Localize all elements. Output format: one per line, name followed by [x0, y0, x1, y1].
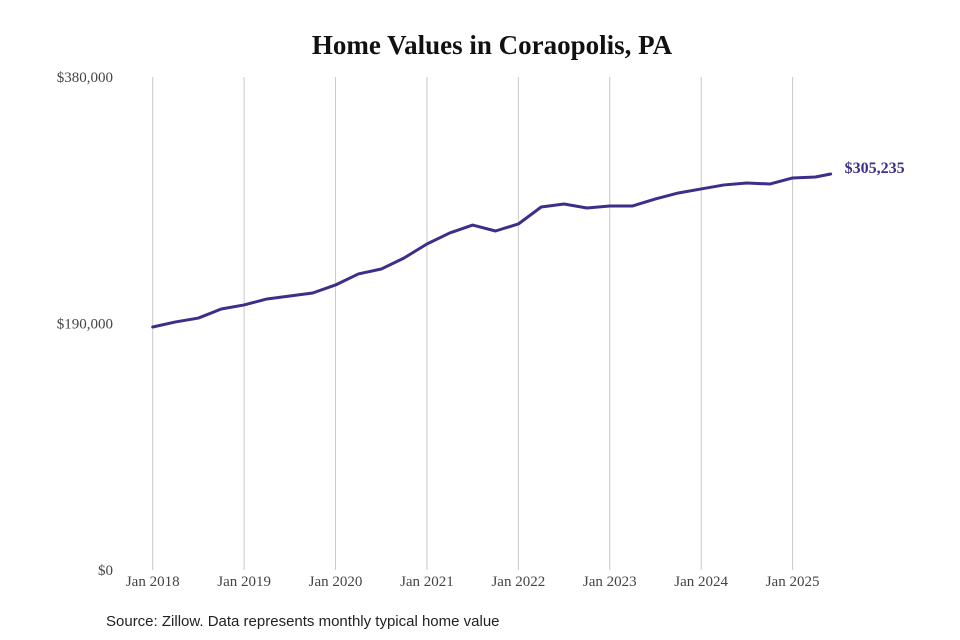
x-tick-label: Jan 2021	[400, 574, 454, 590]
y-tick-label: $380,000	[57, 70, 113, 86]
x-tick-label: Jan 2018	[126, 574, 180, 590]
chart-title: Home Values in Coraopolis, PA	[312, 30, 673, 60]
x-tick-label: Jan 2019	[217, 574, 271, 590]
x-tick-label: Jan 2022	[491, 574, 545, 590]
x-tick-label: Jan 2023	[583, 574, 637, 590]
x-tick-label: Jan 2025	[766, 574, 820, 590]
y-tick-label: $190,000	[57, 317, 113, 333]
end-value-label: $305,235	[845, 160, 905, 177]
x-tick-label: Jan 2024	[674, 574, 728, 590]
x-tick-label: Jan 2020	[309, 574, 363, 590]
source-note: Source: Zillow. Data represents monthly …	[106, 613, 500, 630]
y-tick-label: $0	[98, 563, 113, 579]
line-series	[151, 172, 833, 329]
